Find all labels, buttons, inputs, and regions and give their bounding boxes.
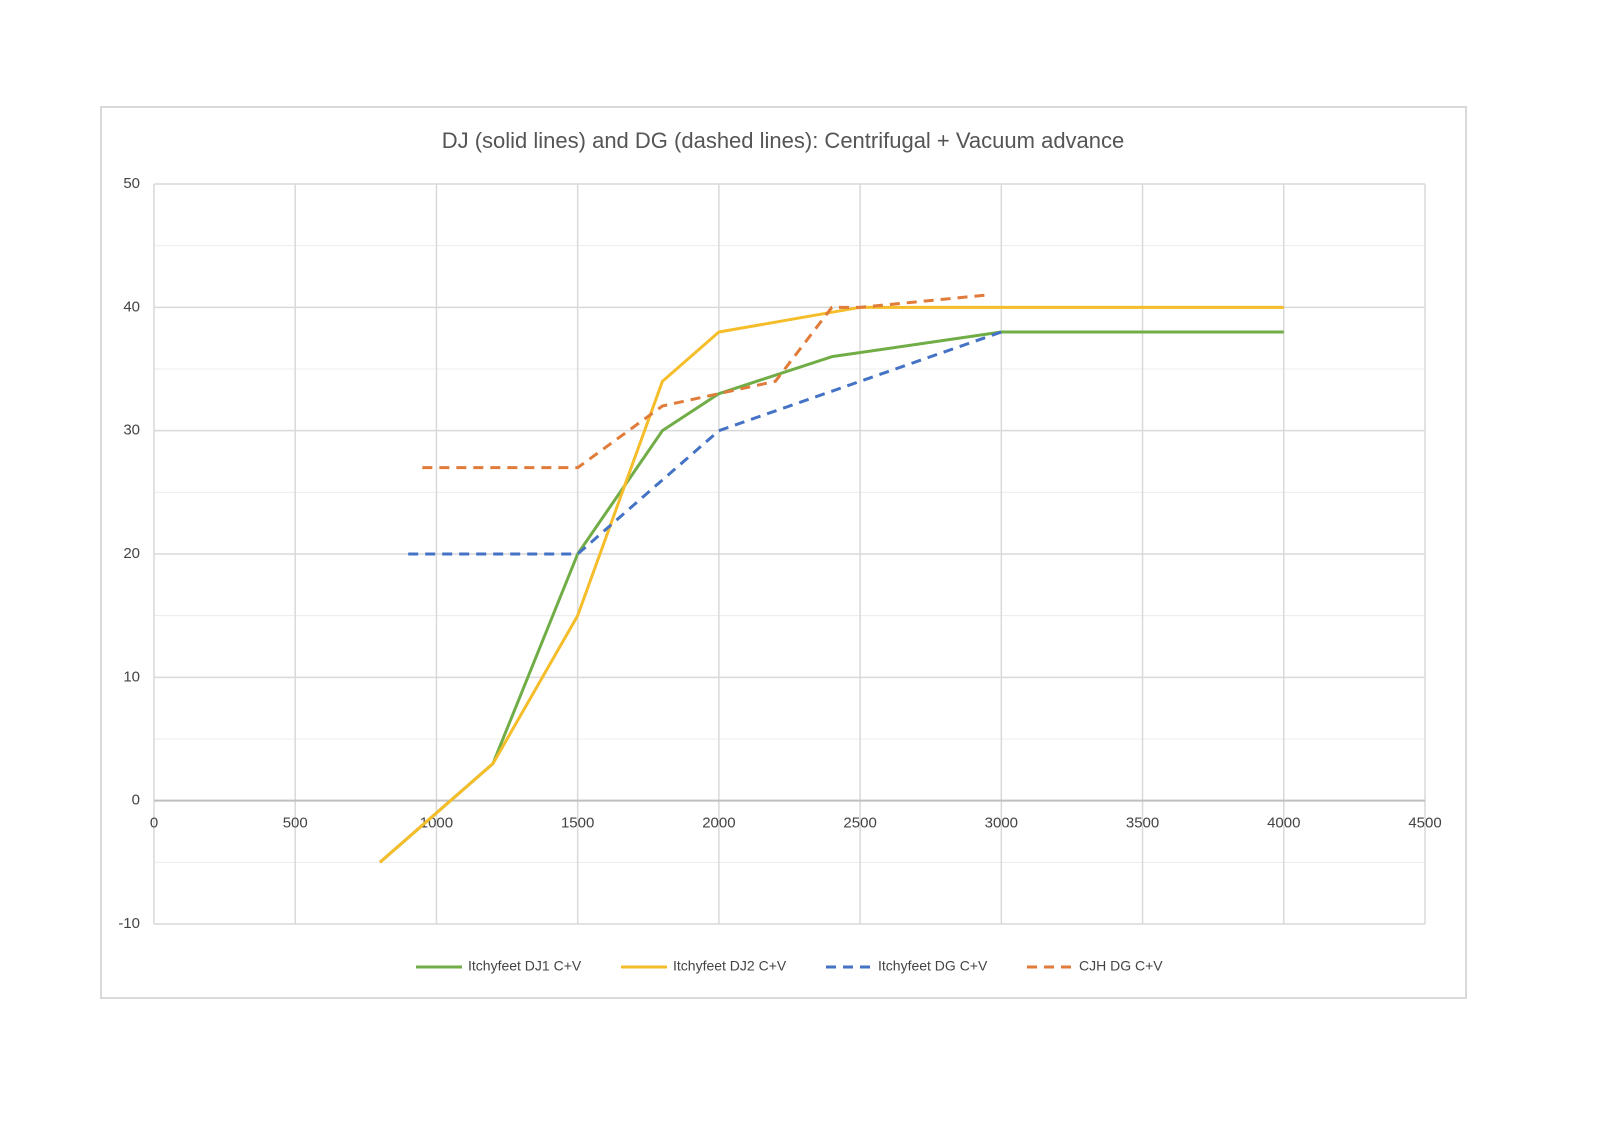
chart-frame <box>100 106 1467 999</box>
x-tick-label: 2500 <box>843 815 876 832</box>
series-line <box>408 330 1002 556</box>
y-tick-label: 50 <box>123 175 140 192</box>
x-tick-label: 4000 <box>1267 815 1300 832</box>
x-tick-label: 4500 <box>1408 815 1441 832</box>
y-tick-label: 10 <box>123 668 140 685</box>
legend-label: CJH DG C+V <box>1079 958 1163 974</box>
series-line <box>378 330 1284 864</box>
x-tick-label: 3500 <box>1126 815 1159 832</box>
legend-label: Itchyfeet DJ2 C+V <box>673 958 787 974</box>
y-tick-label: -10 <box>118 915 140 932</box>
legend-label: Itchyfeet DG C+V <box>878 958 988 974</box>
chart-title: DJ (solid lines) and DG (dashed lines): … <box>442 128 1125 153</box>
y-tick-label: 0 <box>132 792 140 809</box>
x-tick-label: 0 <box>150 815 158 832</box>
legend-label: Itchyfeet DJ1 C+V <box>468 958 582 974</box>
x-tick-label: 2000 <box>702 815 735 832</box>
series-line <box>422 293 988 470</box>
y-tick-label: 40 <box>123 298 140 315</box>
y-tick-label: 30 <box>123 422 140 439</box>
y-tick-label: 20 <box>123 545 140 562</box>
x-tick-label: 1500 <box>561 815 594 832</box>
x-tick-label: 500 <box>283 815 308 832</box>
series-line <box>378 305 1284 864</box>
x-tick-label: 3000 <box>985 815 1018 832</box>
